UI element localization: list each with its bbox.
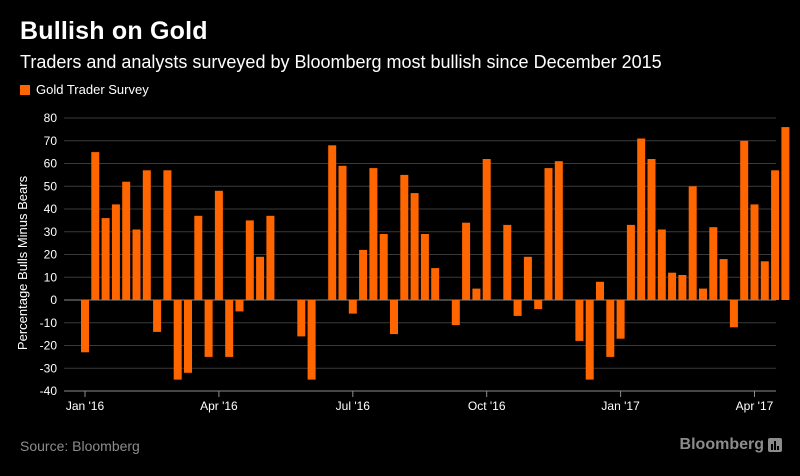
bar xyxy=(153,300,162,332)
legend-label: Gold Trader Survey xyxy=(36,82,149,97)
bar xyxy=(657,229,666,300)
x-tick-label: Apr '16 xyxy=(200,399,238,413)
bar xyxy=(173,300,182,380)
bar xyxy=(523,256,532,300)
x-tick-label: Oct '16 xyxy=(468,399,506,413)
y-tick-label: -40 xyxy=(40,384,58,398)
y-tick-label: 10 xyxy=(44,270,58,284)
y-tick-label: 70 xyxy=(44,134,58,148)
y-tick-label: -30 xyxy=(40,361,58,375)
grid-lines xyxy=(64,117,776,392)
bar xyxy=(266,215,275,300)
bar xyxy=(729,300,738,328)
bar xyxy=(451,300,460,325)
bar xyxy=(379,234,388,300)
bar xyxy=(431,268,440,300)
bar xyxy=(719,259,728,300)
bar xyxy=(503,224,512,300)
y-tick-label: 30 xyxy=(44,225,58,239)
bar xyxy=(585,300,594,380)
bar xyxy=(626,224,635,300)
legend: Gold Trader Survey xyxy=(20,82,149,97)
y-tick-label: 50 xyxy=(44,179,58,193)
bar xyxy=(410,193,419,300)
bar xyxy=(225,300,234,357)
bar xyxy=(400,174,409,300)
bar xyxy=(771,170,780,300)
bar xyxy=(204,300,213,357)
axes: -40 -30 -20 -10 0 10 20 30 40 50 60 70 80 Jan '16 Apr … xyxy=(40,111,776,413)
bar xyxy=(81,300,89,353)
bar xyxy=(194,215,203,300)
bars xyxy=(81,127,790,380)
bar xyxy=(462,222,471,300)
bar xyxy=(534,300,543,310)
x-tick-label: Jul '16 xyxy=(336,399,371,413)
bar xyxy=(235,300,244,312)
chart-subtitle: Traders and analysts surveyed by Bloombe… xyxy=(20,52,662,72)
legend-swatch xyxy=(20,84,30,95)
bar xyxy=(699,288,707,300)
bar xyxy=(390,300,398,335)
bar xyxy=(740,140,749,301)
bar xyxy=(709,227,718,300)
bar xyxy=(328,145,337,300)
bar xyxy=(132,229,141,300)
x-tick-label: Apr '17 xyxy=(736,399,774,413)
bar xyxy=(348,300,357,314)
y-tick-label: -10 xyxy=(40,316,58,330)
bar xyxy=(616,300,625,339)
bar xyxy=(678,275,687,300)
bar xyxy=(184,300,192,373)
y-tick-label: 40 xyxy=(44,202,58,216)
bar xyxy=(606,300,615,357)
bar xyxy=(513,300,522,316)
bar xyxy=(297,300,306,337)
bar xyxy=(214,190,223,300)
bloomberg-logo: Bloomberg xyxy=(680,436,782,454)
bar xyxy=(760,261,769,300)
source-note: Source: Bloomberg xyxy=(20,438,140,454)
y-tick-label: 80 xyxy=(44,111,58,125)
bar xyxy=(554,161,563,300)
bar xyxy=(142,170,151,300)
bar xyxy=(307,300,316,380)
bar xyxy=(688,186,697,301)
bar-chart-icon xyxy=(768,438,782,452)
chart-title: Bullish on Gold xyxy=(20,17,208,45)
bar xyxy=(472,288,481,300)
bar xyxy=(750,204,759,300)
y-axis-label: Percentage Bulls Minus Bears xyxy=(15,175,30,350)
bar xyxy=(338,165,347,300)
bar xyxy=(91,152,100,300)
y-tick-label: 0 xyxy=(50,293,57,307)
brand-label: Bloomberg xyxy=(679,436,764,453)
bar xyxy=(647,159,656,300)
bar xyxy=(596,281,604,300)
y-tick-label: -20 xyxy=(40,339,58,353)
x-tick-label: Jan '16 xyxy=(66,399,105,413)
bar xyxy=(122,181,131,300)
bar xyxy=(163,170,172,300)
bar xyxy=(359,249,368,300)
bar xyxy=(111,204,120,300)
bar xyxy=(101,218,110,300)
y-tick-label: 20 xyxy=(44,248,58,262)
x-tick-label: Jan '17 xyxy=(601,399,640,413)
bar xyxy=(482,159,491,300)
bar xyxy=(544,168,553,300)
bar xyxy=(637,138,646,300)
bar xyxy=(420,234,429,300)
bar xyxy=(369,168,378,300)
bar xyxy=(781,127,790,300)
bar xyxy=(256,256,265,300)
y-tick-label: 60 xyxy=(44,157,58,171)
bar xyxy=(245,220,254,300)
bar xyxy=(668,272,677,300)
bar xyxy=(575,300,584,341)
